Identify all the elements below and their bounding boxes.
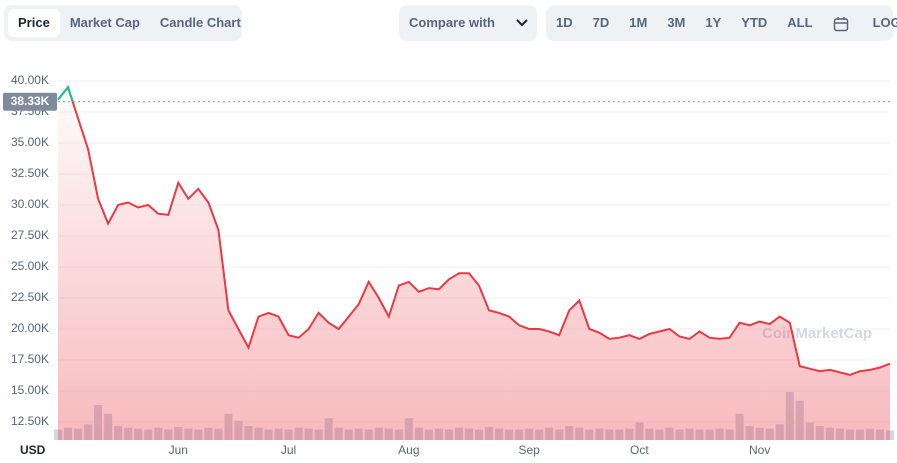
tab[interactable]: Candle Chart — [159, 15, 241, 30]
chart: 12.50K 15.00K 17.50K 20.00K 22.50K 25.00K 27.5… — [3, 73, 895, 457]
reference-label: 38.33K — [11, 94, 50, 108]
y-tick-label: 35.00K — [11, 135, 49, 149]
price-line — [57, 85, 891, 376]
log-button[interactable]: LOG — [872, 15, 897, 30]
x-tick-label: Nov — [749, 443, 770, 457]
x-tick-label: Oct — [630, 443, 649, 457]
tab[interactable]: Price — [8, 9, 60, 37]
compare-label: Compare with — [409, 15, 495, 30]
range-button[interactable]: 3M — [667, 15, 686, 30]
y-tick-label: 12.50K — [11, 414, 49, 428]
range-button[interactable]: 1Y — [705, 15, 722, 30]
range-button[interactable]: ALL — [787, 15, 813, 30]
range-button[interactable]: 7D — [592, 15, 610, 30]
y-tick-label: 22.50K — [11, 290, 49, 304]
y-tick-label: 15.00K — [11, 383, 49, 397]
price-area — [58, 87, 890, 440]
compare-dropdown[interactable]: Compare with — [399, 5, 537, 41]
range-button[interactable]: 1M — [629, 15, 648, 30]
y-tick-label: 25.00K — [11, 259, 49, 273]
y-tick-label: 30.00K — [11, 197, 49, 211]
x-tick-label: Sep — [518, 443, 540, 457]
calendar-button[interactable] — [823, 9, 859, 37]
y-unit: USD — [20, 443, 46, 457]
chevron-icon — [516, 19, 528, 27]
x-tick-label: Aug — [398, 443, 419, 457]
tab-group: Price Market Cap Candle Chart — [4, 5, 242, 41]
reference-badge — [3, 92, 57, 111]
y-tick-label: 20.00K — [11, 321, 49, 335]
calendar-icon — [833, 16, 848, 31]
x-tick-label: Jun — [169, 443, 188, 457]
range-group: 1D 7D 1M 3M 1Y YTD ALL LOG — [546, 5, 897, 41]
y-tick-label: 40.00K — [11, 73, 49, 87]
range-button[interactable]: YTD — [741, 15, 768, 30]
y-tick-label: 27.50K — [11, 228, 49, 242]
x-tick-label: Jul — [281, 443, 296, 457]
range-button[interactable]: 1D — [556, 15, 573, 30]
y-tick-label: 32.50K — [11, 166, 49, 180]
y-tick-label: 17.50K — [11, 352, 49, 366]
tab[interactable]: Market Cap — [69, 15, 140, 30]
